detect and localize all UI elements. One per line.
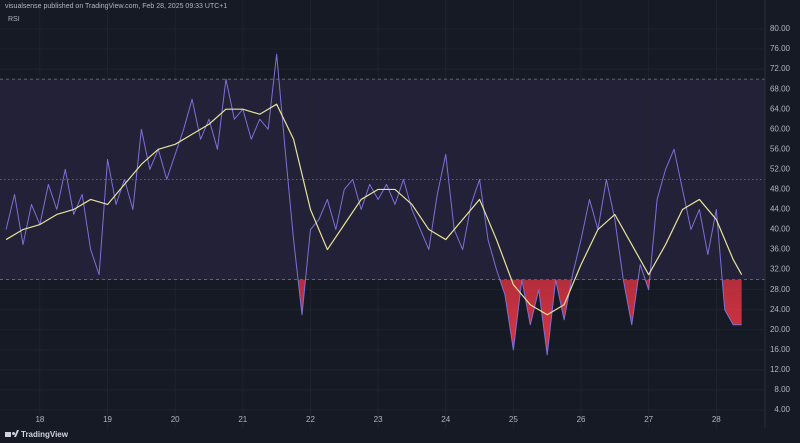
y-tick-label: 44.00: [770, 205, 791, 214]
y-tick-label: 24.00: [770, 305, 791, 314]
y-tick-label: 28.00: [770, 285, 791, 294]
indicator-label: RSI: [8, 16, 20, 23]
x-tick-label: 23: [374, 415, 383, 424]
y-tick-label: 72.00: [770, 64, 791, 73]
y-tick-label: 40.00: [770, 225, 791, 234]
x-tick-label: 21: [238, 415, 247, 424]
x-tick-label: 25: [509, 415, 518, 424]
y-tick-label: 16.00: [770, 345, 791, 354]
publisher-note: visualsense published on TradingView.com…: [5, 3, 227, 10]
y-tick-label: 76.00: [770, 44, 791, 53]
y-tick-label: 20.00: [770, 325, 791, 334]
y-tick-label: 32.00: [770, 265, 791, 274]
y-tick-label: 36.00: [770, 245, 791, 254]
y-tick-label: 52.00: [770, 164, 791, 173]
y-tick-label: 64.00: [770, 104, 791, 113]
x-tick-label: 19: [103, 415, 112, 424]
x-tick-label: 28: [712, 415, 721, 424]
brand: TradingView: [21, 430, 69, 439]
x-tick-label: 20: [171, 415, 180, 424]
x-tick-label: 22: [306, 415, 315, 424]
y-tick-label: 60.00: [770, 124, 791, 133]
y-tick-label: 68.00: [770, 84, 791, 93]
y-tick-label: 4.00: [774, 405, 790, 414]
y-tick-label: 80.00: [770, 24, 791, 33]
plot-layer: [0, 0, 765, 428]
y-tick-label: 8.00: [774, 385, 790, 394]
y-tick-label: 12.00: [770, 365, 791, 374]
x-tick-label: 27: [644, 415, 653, 424]
x-tick-label: 26: [577, 415, 586, 424]
series-line: [5, 103, 743, 316]
y-tick-label: 56.00: [770, 144, 791, 153]
brand-logo: [5, 430, 19, 437]
x-tick-label: 18: [35, 415, 44, 424]
y-tick-label: 48.00: [770, 185, 791, 194]
x-tick-label: 24: [441, 415, 450, 424]
